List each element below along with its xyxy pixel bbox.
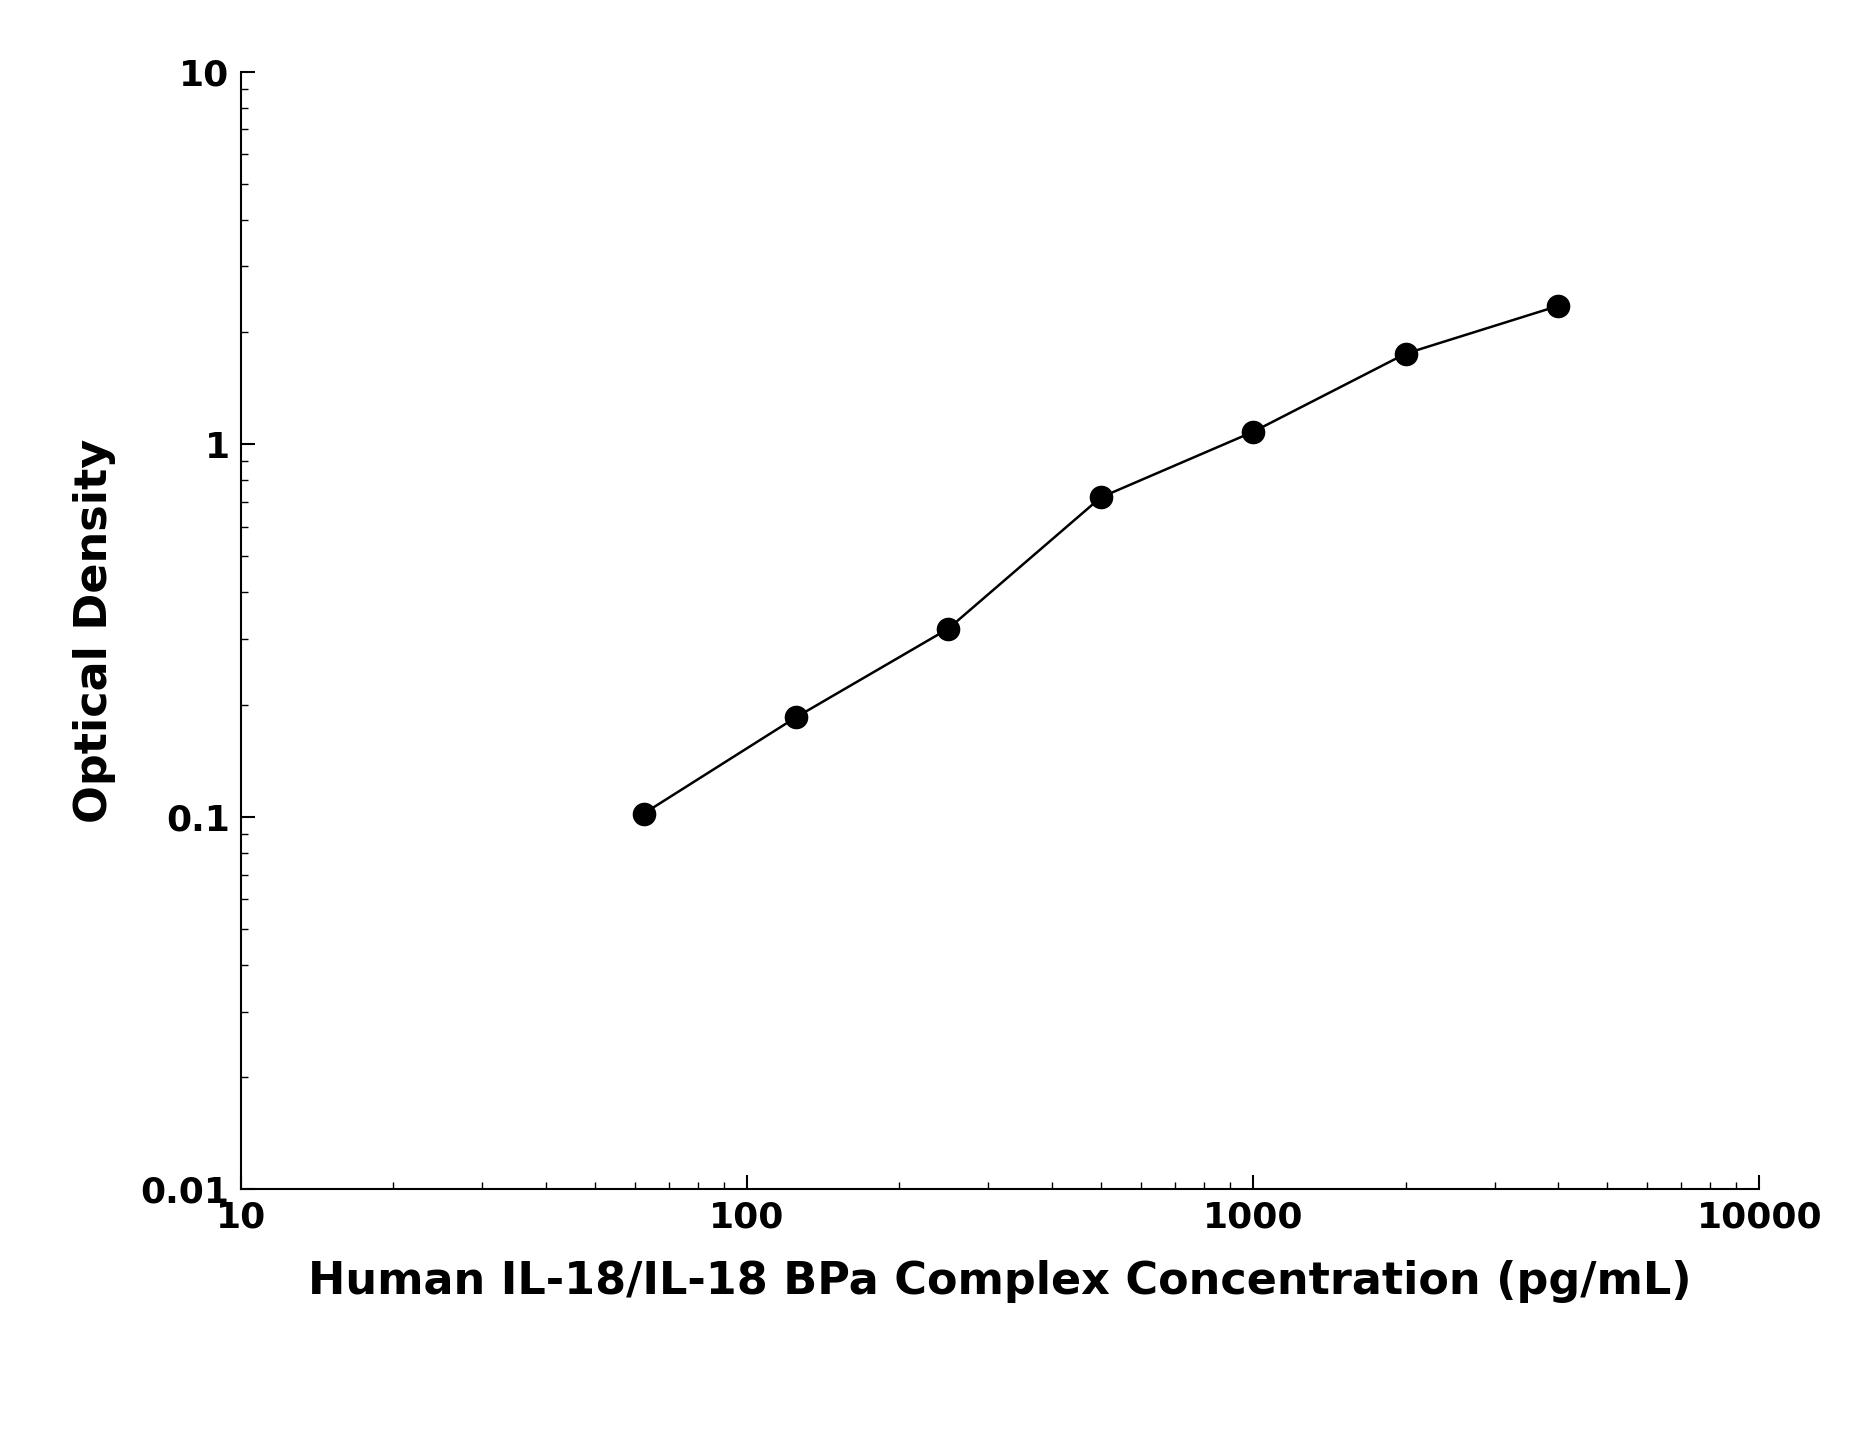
Point [630, 802, 659, 825]
Point [1085, 486, 1115, 509]
Point [1391, 342, 1420, 365]
Point [1239, 420, 1269, 443]
Point [933, 618, 963, 641]
Point [782, 706, 811, 729]
X-axis label: Human IL-18/IL-18 BPa Complex Concentration (pg/mL): Human IL-18/IL-18 BPa Complex Concentrat… [307, 1260, 1693, 1303]
Point [1543, 295, 1572, 318]
Y-axis label: Optical Density: Optical Density [72, 438, 115, 823]
